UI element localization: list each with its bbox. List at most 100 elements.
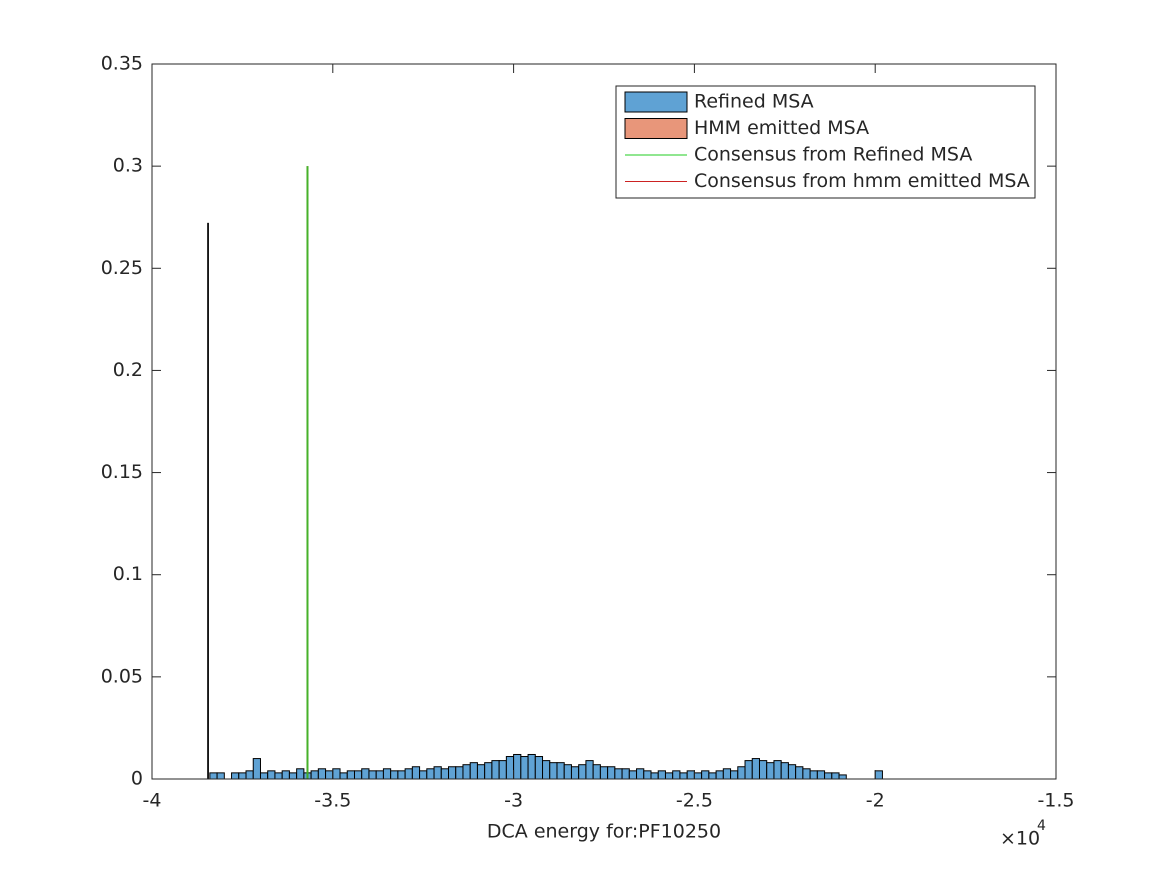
- histogram-bar: [390, 770, 399, 780]
- histogram-bar: [585, 760, 594, 780]
- histogram-bar: [628, 770, 638, 780]
- y-tick-label: 0.05: [101, 665, 143, 687]
- histogram-bar: [419, 770, 428, 780]
- histogram-bar: [325, 770, 334, 780]
- y-tick-label: 0.25: [101, 257, 143, 279]
- histogram-bar: [874, 770, 883, 780]
- histogram-bar: [498, 760, 507, 780]
- histogram-bar: [549, 762, 558, 780]
- histogram-bar: [332, 768, 341, 780]
- histogram-bar: [693, 772, 703, 780]
- x-tick-label: -3.5: [314, 790, 351, 812]
- histogram-bar: [744, 760, 753, 780]
- histogram-bar: [824, 772, 833, 780]
- y-tick-label: 0.2: [113, 359, 143, 381]
- histogram-bar: [802, 768, 811, 780]
- histogram-bar: [469, 762, 478, 780]
- histogram-bar: [462, 764, 471, 780]
- histogram-bar: [513, 753, 522, 780]
- histogram-bar: [650, 772, 659, 780]
- histogram-bar: [773, 760, 782, 780]
- histogram-bar: [281, 770, 290, 780]
- histogram-bar: [207, 222, 209, 780]
- histogram-bar: [787, 764, 797, 780]
- histogram-bar: [448, 766, 457, 780]
- histogram-bar: [317, 768, 327, 780]
- histogram-bar: [599, 766, 609, 780]
- histogram-bar: [346, 770, 355, 780]
- y-tick-label: 0.15: [101, 461, 143, 483]
- histogram-bar: [556, 762, 565, 780]
- histogram-bar: [780, 762, 789, 780]
- histogram-bar: [252, 758, 261, 780]
- legend-label: Consensus from Refined MSA: [694, 144, 972, 166]
- histogram-bar: [426, 768, 435, 780]
- histogram-bar: [404, 768, 413, 780]
- histogram-bar: [722, 768, 732, 780]
- histogram-bar: [831, 772, 840, 780]
- legend-label: HMM emitted MSA: [694, 117, 869, 139]
- histogram-bar: [238, 772, 247, 780]
- histogram-bar: [476, 764, 486, 780]
- histogram-bar: [664, 772, 674, 780]
- histogram-bar: [751, 758, 760, 780]
- histogram-bar: [397, 770, 406, 780]
- histogram-bar: [542, 760, 551, 780]
- x-tick-label: -2: [866, 790, 885, 812]
- histogram-bar: [578, 764, 587, 780]
- histogram-bar: [737, 766, 746, 780]
- histogram-bar: [838, 774, 847, 780]
- x-tick-label: -4: [143, 790, 162, 812]
- x-tick-label: -1.5: [1037, 790, 1074, 812]
- histogram-bar: [527, 753, 536, 780]
- histogram-bar: [361, 768, 370, 780]
- histogram-bar: [715, 770, 724, 780]
- histogram-bar: [288, 772, 298, 780]
- legend-swatch: [624, 91, 688, 113]
- histogram-bar: [491, 760, 500, 780]
- histogram-bar: [245, 770, 254, 780]
- histogram-bar: [209, 772, 218, 780]
- histogram-bar: [339, 772, 348, 780]
- histogram-bar: [375, 770, 384, 780]
- x-multiplier-exponent: 4: [1037, 818, 1046, 834]
- histogram-bar: [267, 770, 276, 780]
- histogram-bar: [259, 772, 269, 780]
- legend-label: Consensus from hmm emitted MSA: [694, 170, 1030, 192]
- histogram-bar: [231, 772, 240, 780]
- histogram-bar: [411, 766, 421, 780]
- histogram-bar: [679, 772, 688, 780]
- legend-swatch: [624, 118, 688, 139]
- y-tick-label: 0.3: [113, 155, 143, 177]
- histogram-bar: [672, 770, 681, 780]
- histogram-bar: [686, 770, 695, 780]
- histogram-bar: [455, 766, 464, 780]
- histogram-bar: [433, 766, 442, 780]
- histogram-bar: [766, 762, 775, 780]
- histogram-bar: [730, 770, 739, 780]
- x-axis-label: DCA energy for:PF10250: [487, 821, 721, 843]
- histogram-bar: [636, 768, 645, 780]
- histogram-bar: [520, 756, 529, 780]
- histogram-bar: [382, 768, 392, 780]
- histogram-bar: [368, 770, 377, 780]
- x-tick-label: -3: [504, 790, 523, 812]
- y-tick-label: 0.35: [101, 53, 143, 75]
- histogram-bar: [274, 772, 283, 780]
- histogram-bar: [484, 762, 493, 780]
- x-multiplier: ×10: [1000, 828, 1040, 850]
- histogram-bar: [614, 768, 623, 780]
- histogram-bar: [708, 772, 717, 780]
- histogram-bar: [592, 764, 601, 780]
- histogram-bar: [816, 770, 826, 780]
- histogram-bar: [657, 770, 666, 780]
- histogram-bar: [570, 766, 580, 780]
- histogram-bar: [621, 768, 630, 780]
- histogram-bar: [758, 760, 768, 780]
- histogram-bar: [353, 770, 363, 780]
- histogram-bar: [534, 756, 544, 780]
- histogram-bar: [795, 766, 804, 780]
- histogram-bar: [296, 768, 305, 780]
- legend-label: Refined MSA: [694, 91, 814, 113]
